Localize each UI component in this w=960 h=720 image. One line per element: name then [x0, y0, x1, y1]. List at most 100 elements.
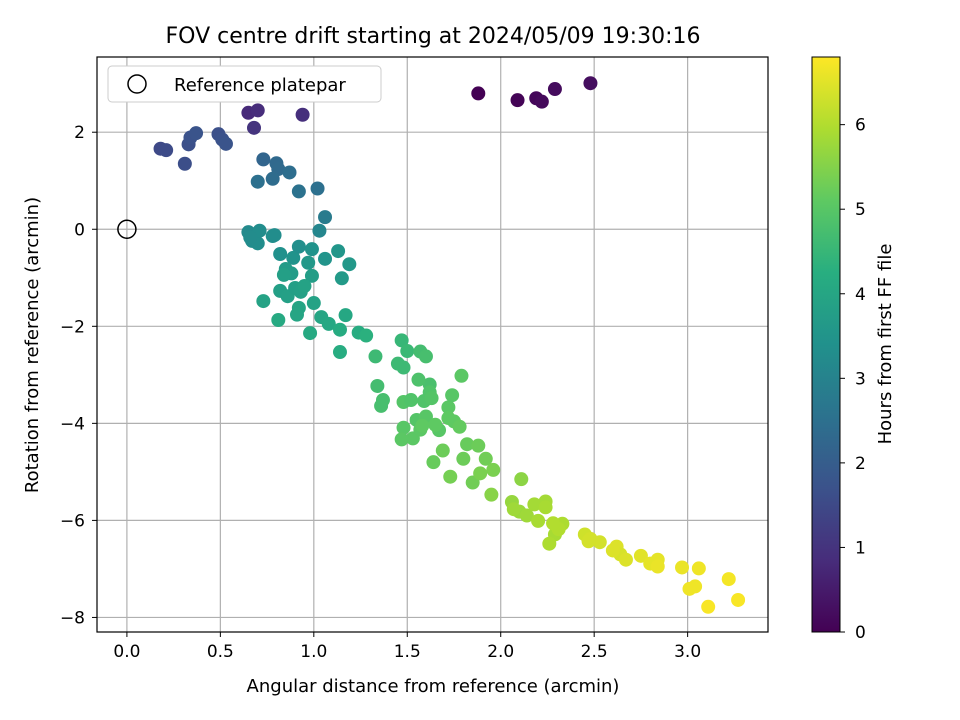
data-point: [368, 349, 383, 364]
data-point: [282, 165, 297, 180]
colorbar-tick-label: 3: [855, 369, 866, 389]
colorbar-label: Hours from first FF file: [875, 244, 896, 445]
y-tick-label: −2: [60, 317, 85, 337]
data-point: [731, 592, 746, 607]
data-point: [159, 143, 174, 158]
data-point: [312, 223, 327, 238]
data-point: [243, 230, 258, 245]
x-tick-label: 1.5: [394, 642, 421, 662]
chart-title: FOV centre drift starting at 2024/05/09 …: [166, 24, 701, 49]
data-point: [273, 247, 288, 262]
grid: [97, 57, 768, 632]
data-point: [291, 184, 306, 199]
colorbar-tick-label: 4: [855, 285, 866, 305]
data-point: [265, 171, 280, 186]
x-tick-label: 3.0: [674, 642, 701, 662]
data-point: [289, 307, 304, 322]
data-point: [394, 432, 409, 447]
data-point: [310, 181, 325, 196]
y-tick-label: 0: [74, 220, 85, 240]
x-tick-label: 0.0: [113, 642, 140, 662]
data-point: [321, 316, 336, 331]
data-point: [445, 388, 460, 403]
data-point: [424, 391, 439, 406]
colorbar-tick-label: 6: [855, 116, 866, 136]
legend-box: [107, 65, 382, 103]
data-point: [542, 536, 557, 551]
data-point: [675, 560, 690, 575]
x-axis-label: Angular distance from reference (arcmin): [247, 676, 620, 697]
data-point: [286, 250, 301, 265]
data-point: [301, 255, 316, 270]
data-point: [267, 228, 282, 243]
data-point: [390, 356, 405, 371]
legend-marker-icon: [127, 74, 147, 94]
data-point: [583, 76, 598, 91]
data-point: [303, 326, 318, 341]
data-point: [519, 508, 534, 523]
data-point: [426, 455, 441, 470]
data-point: [271, 312, 286, 327]
data-point: [605, 543, 620, 558]
x-axis-ticks: 0.0 0.5 1.0 1.5 2.0 2.5 3.0: [113, 632, 701, 662]
x-tick-label: 2.5: [581, 642, 608, 662]
data-point: [633, 548, 648, 563]
data-point: [247, 120, 262, 135]
data-point: [691, 561, 706, 576]
data-point: [534, 94, 549, 109]
data-point: [454, 368, 469, 383]
data-point: [441, 400, 456, 415]
data-point: [531, 513, 546, 528]
data-point: [471, 86, 486, 101]
data-point: [682, 581, 697, 596]
data-point: [375, 393, 390, 408]
data-point: [527, 497, 542, 512]
data-point: [189, 126, 204, 141]
data-point: [452, 419, 467, 434]
colorbar-gradient: [811, 56, 841, 633]
colorbar-tick-label: 2: [855, 454, 866, 474]
data-point: [250, 174, 265, 189]
x-tick-label: 1.0: [300, 642, 327, 662]
data-point: [435, 443, 450, 458]
data-point: [701, 599, 716, 614]
data-point: [342, 257, 357, 272]
data-point: [304, 268, 319, 283]
y-tick-label: 2: [74, 123, 85, 143]
data-point: [618, 552, 633, 567]
data-point: [256, 152, 271, 167]
data-point: [514, 472, 529, 487]
colorbar-tick-label: 1: [855, 538, 866, 558]
data-point: [460, 437, 475, 452]
data-point: [486, 462, 501, 477]
data-point: [400, 344, 415, 359]
data-point: [394, 333, 409, 348]
x-tick-label: 2.0: [487, 642, 514, 662]
data-point: [218, 136, 233, 151]
data-point: [338, 308, 353, 323]
data-point: [291, 239, 306, 254]
data-point: [538, 500, 553, 515]
data-point: [297, 279, 312, 294]
data-point: [506, 502, 521, 517]
data-point: [547, 82, 562, 97]
data-point: [276, 267, 291, 282]
colorbar-tick-label: 5: [855, 200, 866, 220]
data-point: [359, 328, 374, 343]
data-point: [334, 271, 349, 286]
data-point: [473, 466, 488, 481]
data-point: [306, 296, 321, 311]
data-point: [546, 516, 561, 531]
data-point: [332, 345, 347, 360]
legend: Reference platepar: [107, 65, 382, 103]
y-axis-label: Rotation from reference (arcmin): [22, 197, 43, 493]
data-point: [177, 156, 192, 171]
data-point: [318, 210, 333, 225]
colorbar-ticks: 0 1 2 3 4 5 6: [840, 116, 866, 643]
data-point: [295, 107, 310, 122]
y-tick-label: −6: [60, 511, 85, 531]
data-point: [484, 487, 499, 502]
x-tick-label: 0.5: [207, 642, 234, 662]
data-point: [250, 103, 265, 118]
data-point: [331, 244, 346, 259]
